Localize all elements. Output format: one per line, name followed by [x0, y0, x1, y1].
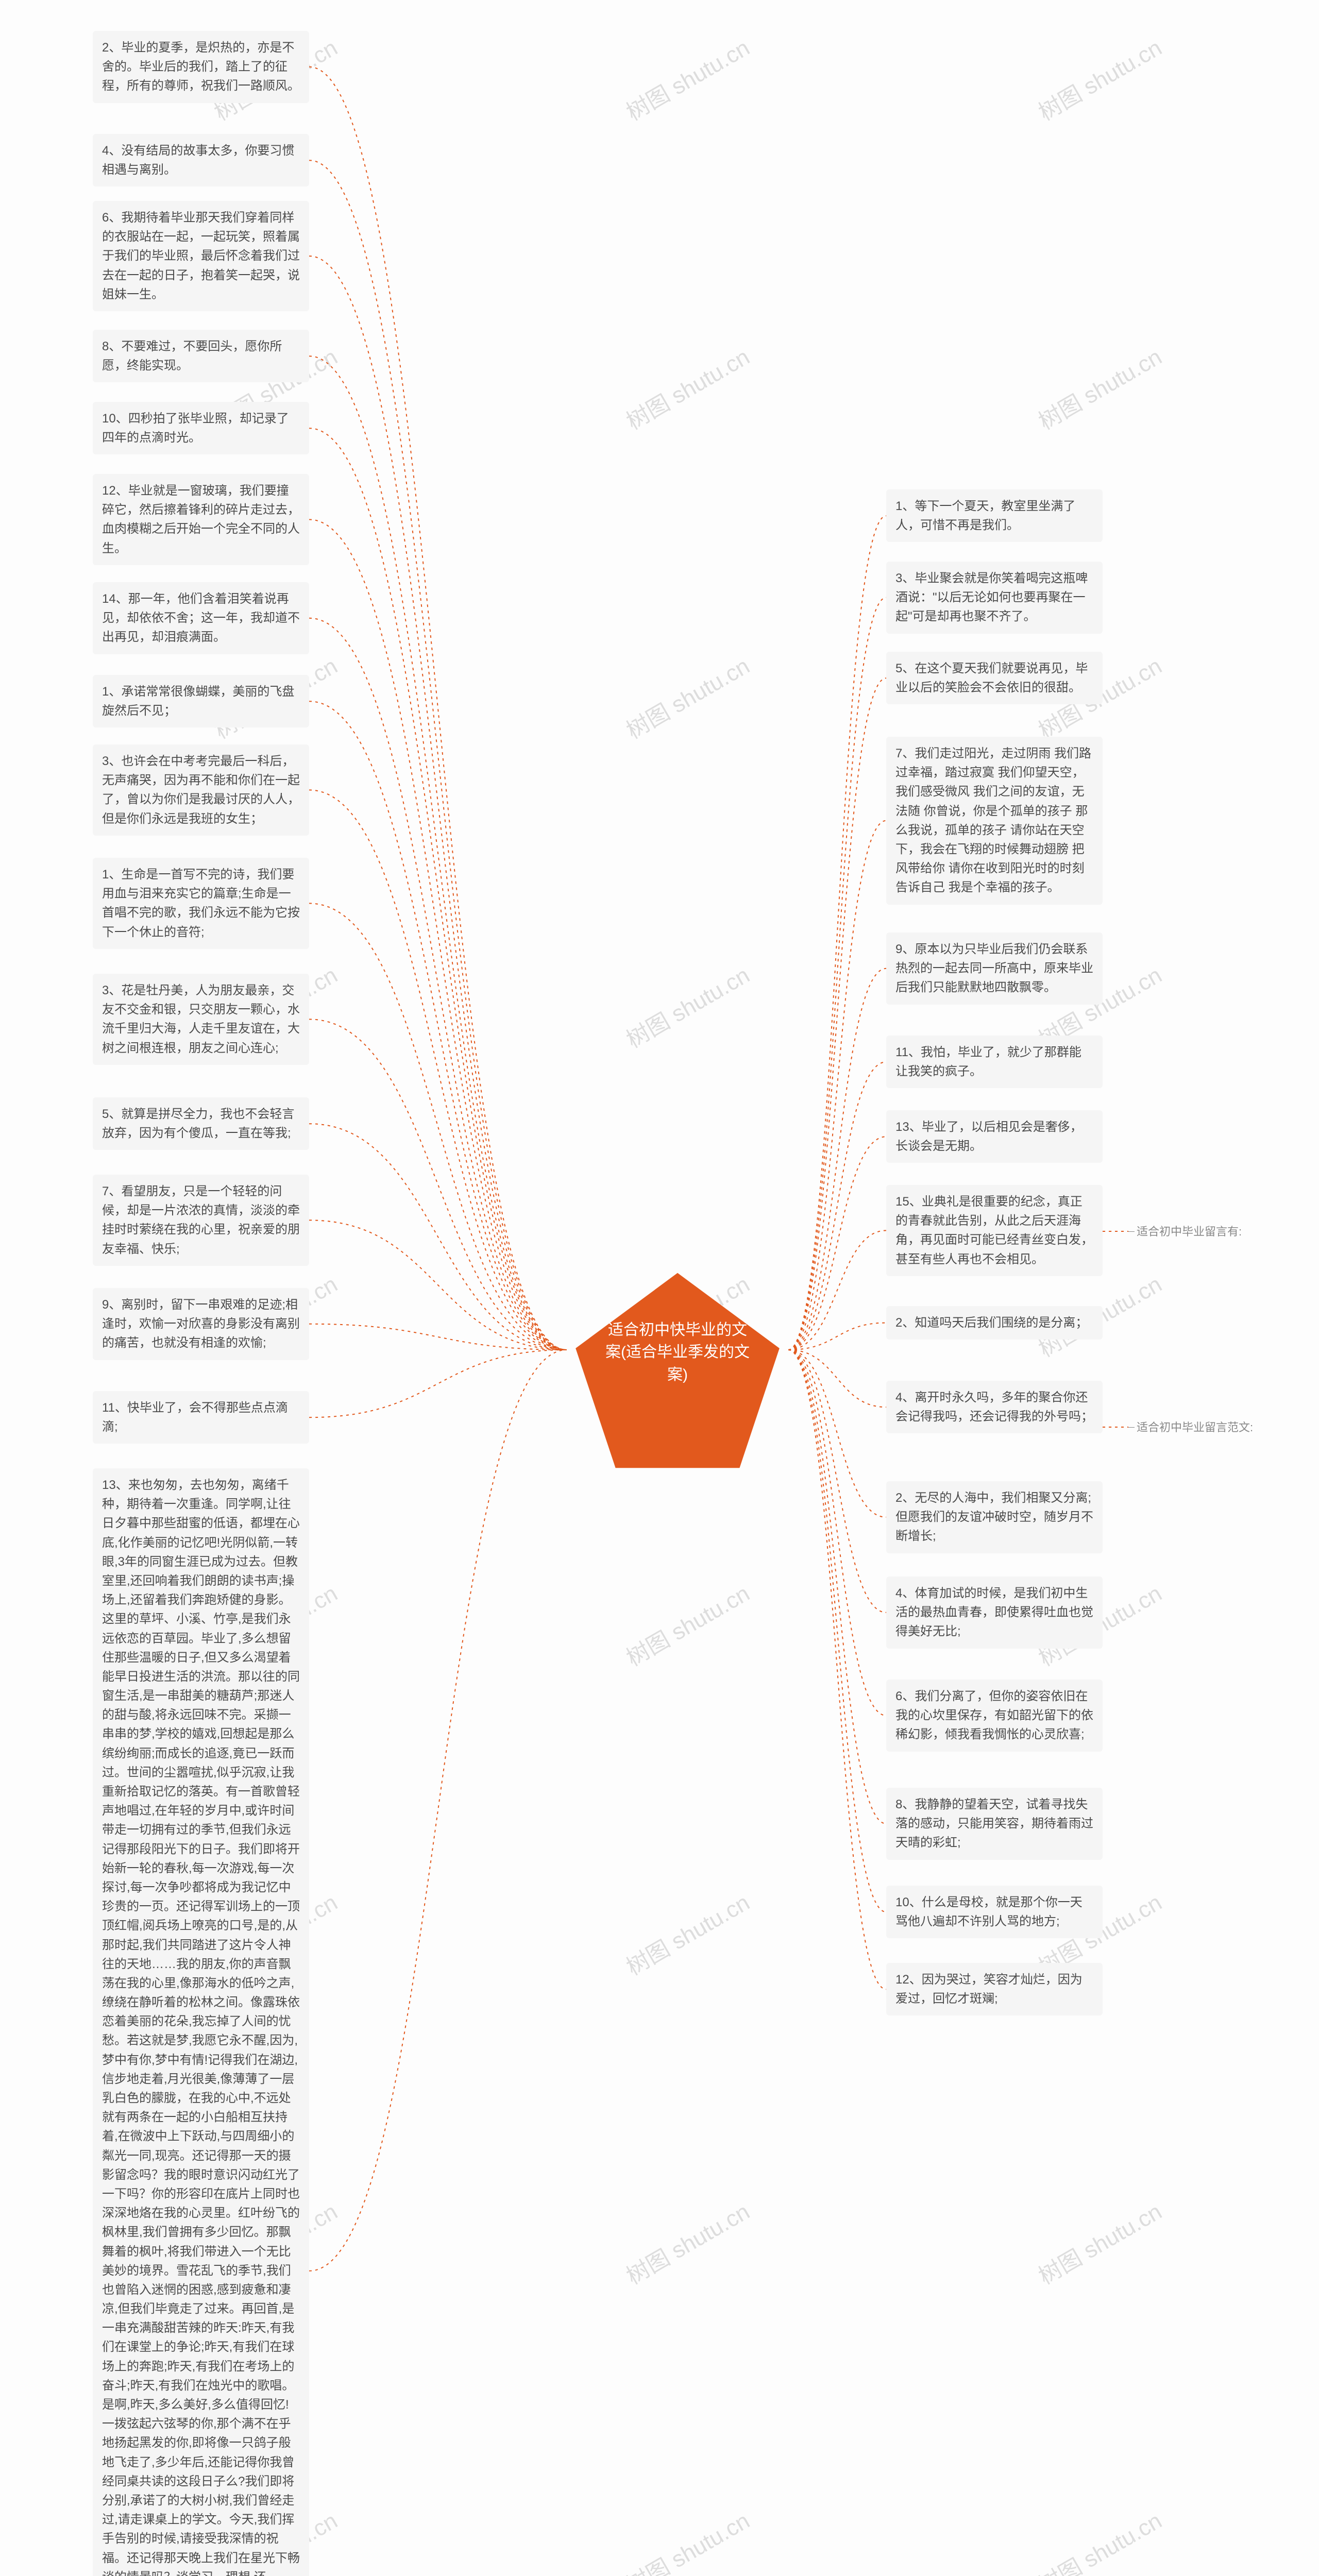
side-tag: 适合初中毕业留言范文: [1128, 1427, 1255, 1439]
mindmap-node: 12、因为哭过，笑容才灿烂，因为爱过，回忆才斑斓; [886, 1963, 1103, 2015]
connector [788, 1350, 886, 1989]
connector [788, 1350, 886, 1407]
connector [309, 428, 567, 1350]
watermark: 树图 shutu.cn [1031, 2194, 1167, 2291]
mindmap-node: 2、无尽的人海中，我们相聚又分离;但愿我们的友谊冲破时空，随岁月不断增长; [886, 1481, 1103, 1553]
connector [309, 1220, 567, 1350]
connector [788, 1350, 886, 1716]
connector [309, 1124, 567, 1350]
mindmap-node: 5、就算是拼尽全力，我也不会轻言放弃，因为有个傻瓜，一直在等我; [93, 1097, 309, 1150]
connector [788, 1323, 886, 1350]
connector [309, 1324, 567, 1350]
mindmap-node: 1、生命是一首写不完的诗，我们要用血与泪来充实它的篇章;生命是一首唱不完的歌，我… [93, 858, 309, 949]
connector [309, 903, 567, 1350]
connector [788, 516, 886, 1350]
mindmap-node: 13、毕业了，以后相见会是奢侈，长谈会是无期。 [886, 1110, 1103, 1163]
mindmap-node: 7、看望朋友，只是一个轻轻的问候，却是一片浓浓的真情，淡淡的牵挂时时萦绕在我的心… [93, 1175, 309, 1266]
connector [309, 1350, 567, 1417]
connector [788, 821, 886, 1350]
connector [309, 618, 567, 1350]
mindmap-node: 6、我期待着毕业那天我们穿着同样的衣服站在一起，一起玩笑，照着属于我们的毕业照，… [93, 201, 309, 311]
mindmap-node: 15、业典礼是很重要的纪念，真正的青春就此告别，从此之后天涯海角，再见面时可能已… [886, 1185, 1103, 1276]
watermark: 树图 shutu.cn [619, 30, 755, 127]
mindmap-node: 1、承诺常常很像蝴蝶，美丽的飞盘旋然后不见； [93, 675, 309, 727]
connector [788, 1350, 886, 1824]
mindmap-node: 3、也许会在中考考完最后一科后，无声痛哭，因为再不能和你们在一起了，曾以为你们是… [93, 744, 309, 836]
watermark: 树图 shutu.cn [1031, 2503, 1167, 2576]
connector [788, 1137, 886, 1350]
connector [309, 701, 567, 1350]
mindmap-node: 12、毕业就是一窗玻璃，我们要撞碎它，然后擦着锋利的碎片走过去，血肉模糊之后开始… [93, 474, 309, 565]
connector [309, 1019, 567, 1350]
mindmap-node: 1、等下一个夏天，教室里坐满了人，可惜不再是我们。 [886, 489, 1103, 542]
mindmap-node: 4、离开时永久吗，多年的聚合你还会记得我吗，还会记得我的外号吗； [886, 1381, 1103, 1433]
watermark: 树图 shutu.cn [619, 339, 755, 436]
mindmap-node: 2、知道吗天后我们围绕的是分离； [886, 1306, 1103, 1340]
watermark: 树图 shutu.cn [619, 957, 755, 1055]
watermark: 树图 shutu.cn [1031, 30, 1167, 127]
watermark: 树图 shutu.cn [619, 2503, 755, 2576]
mindmap-node: 8、我静静的望着天空，试着寻找失落的感动，只能用笑容，期待着雨过天晴的彩虹; [886, 1788, 1103, 1860]
connector [309, 1350, 567, 2271]
mindmap-node: 4、体育加试的时候，是我们初中生活的最热血青春，即使累得吐血也觉得美好无比; [886, 1577, 1103, 1649]
connector [788, 678, 886, 1350]
center-topic: 适合初中快毕业的文案(适合毕业季发的文案) [567, 1260, 788, 1481]
connector [788, 1350, 886, 1912]
connector [309, 256, 567, 1350]
mindmap-node: 13、来也匆匆，去也匆匆，离绪千种，期待着一次重逢。同学啊,让往日夕暮中那些甜蜜… [93, 1468, 309, 2576]
center-title: 适合初中快毕业的文案(适合毕业季发的文案) [567, 1260, 788, 1481]
mindmap-node: 4、没有结局的故事太多，你要习惯相遇与离别。 [93, 134, 309, 187]
connector [788, 1230, 886, 1350]
mindmap-node: 7、我们走过阳光，走过阴雨 我们路过幸福，踏过寂寞 我们仰望天空，我们感受微风 … [886, 737, 1103, 905]
mindmap-node: 14、那一年，他们含着泪笑着说再见，却依依不舍；这一年，我却道不出再见，却泪痕满… [93, 582, 309, 654]
connector [309, 160, 567, 1350]
mindmap-node: 5、在这个夏天我们就要说再见，毕业以后的笑脸会不会依旧的很甜。 [886, 652, 1103, 704]
mindmap-node: 11、快毕业了，会不得那些点点滴滴; [93, 1391, 309, 1444]
mindmap-node: 10、四秒拍了张毕业照，却记录了四年的点滴时光。 [93, 402, 309, 454]
connector [309, 67, 567, 1350]
mindmap-node: 9、原本以为只毕业后我们仍会联系热烈的一起去同一所高中，原来毕业后我们只能默默地… [886, 933, 1103, 1005]
mindmap-node: 6、我们分离了，但你的姿容依旧在我的心坎里保存，有如韶光留下的依稀幻影，倾我看我… [886, 1680, 1103, 1752]
mindmap-node: 3、花是牡丹美，人为朋友最亲，交友不交金和银，只交朋友一颗心，水流千里归大海，人… [93, 974, 309, 1065]
side-tag: 适合初中毕业留言有: [1128, 1231, 1244, 1243]
watermark: 树图 shutu.cn [619, 2194, 755, 2291]
connector [309, 356, 567, 1350]
connector [788, 598, 886, 1350]
mindmap-node: 8、不要难过，不要回头，愿你所愿，终能实现。 [93, 330, 309, 382]
mindmap-node: 9、离别时，留下一串艰难的足迹;相逢时，欢愉一对欣喜的身影没有离别的痛苦，也就没… [93, 1288, 309, 1360]
watermark: 树图 shutu.cn [619, 1575, 755, 1673]
connector [309, 519, 567, 1350]
watermark: 树图 shutu.cn [619, 648, 755, 745]
connector [788, 969, 886, 1350]
mindmap-node: 2、毕业的夏季，是炽热的，亦是不舍的。毕业后的我们，踏上了的征程，所有的尊师，祝… [93, 31, 309, 103]
connector [788, 1350, 886, 1517]
mindmap-node: 3、毕业聚会就是你笑着喝完这瓶啤酒说："以后无论如何也要再聚在一起"可是却再也聚… [886, 562, 1103, 634]
watermark: 树图 shutu.cn [1031, 339, 1167, 436]
watermark: 树图 shutu.cn [619, 1885, 755, 1982]
connector [788, 1350, 886, 1613]
mindmap-node: 10、什么是母校，就是那个你一天骂他八遍却不许别人骂的地方; [886, 1886, 1103, 1938]
connector [788, 1062, 886, 1350]
connector [309, 790, 567, 1350]
mindmap-node: 11、我怕，毕业了，就少了那群能让我笑的疯子。 [886, 1036, 1103, 1088]
